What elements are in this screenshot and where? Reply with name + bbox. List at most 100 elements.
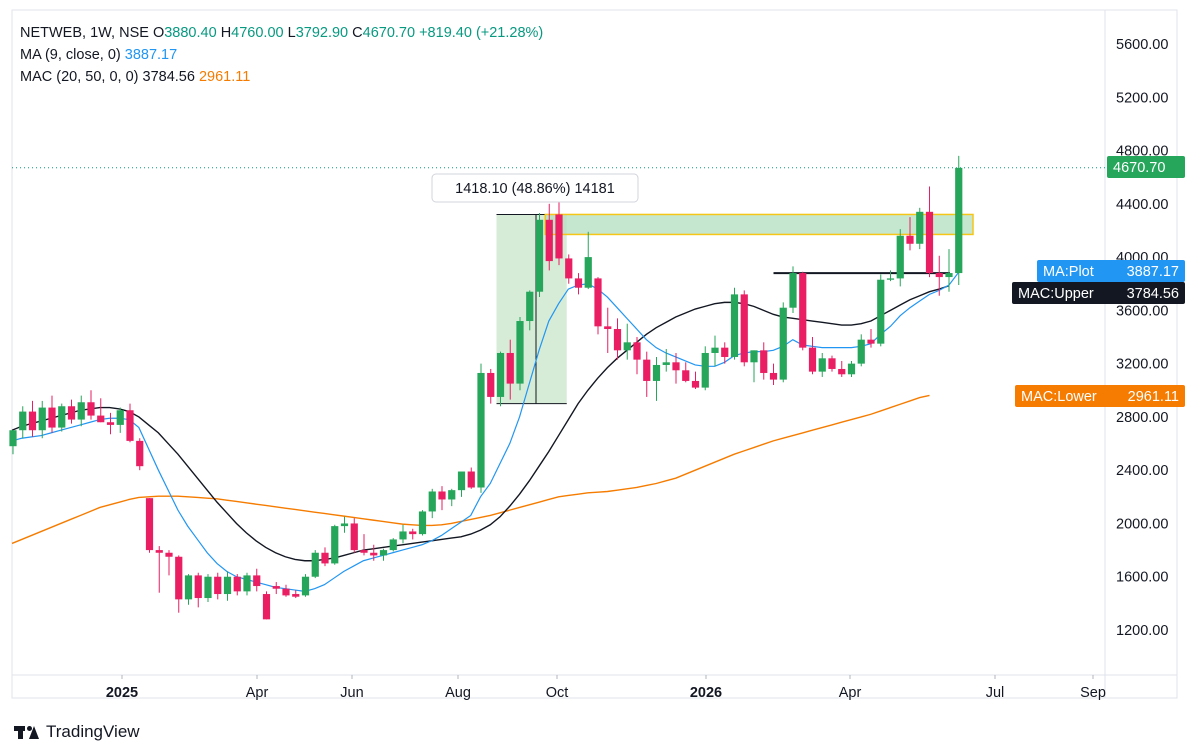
candle-body bbox=[779, 307, 787, 380]
candle-body bbox=[77, 402, 85, 420]
candle-body bbox=[691, 380, 700, 388]
candle-body bbox=[136, 440, 144, 467]
candle-body bbox=[574, 278, 583, 288]
time-tick-label: 2025 bbox=[106, 685, 138, 701]
candle-body bbox=[204, 576, 212, 599]
price-tick-label: 5600.00 bbox=[1116, 37, 1168, 53]
candle-body bbox=[214, 576, 222, 595]
candle-body bbox=[448, 490, 456, 500]
ma-plot-label-box bbox=[1037, 260, 1185, 282]
legend-mac-upper-value: 3784.56 bbox=[142, 69, 195, 85]
candle-body bbox=[838, 368, 846, 375]
price-tick-label: 3200.00 bbox=[1116, 357, 1168, 373]
candle-body bbox=[955, 167, 963, 274]
candle-body bbox=[565, 258, 573, 279]
legend-ma-value: 3887.17 bbox=[124, 47, 178, 63]
candle-body bbox=[282, 588, 290, 596]
price-tick-label: 4400.00 bbox=[1116, 197, 1168, 213]
candle-body bbox=[457, 471, 466, 491]
candle-body bbox=[545, 219, 553, 262]
candle-body bbox=[301, 576, 310, 596]
candle-body bbox=[662, 362, 670, 365]
candle-body bbox=[701, 352, 709, 388]
time-tick-label: 2026 bbox=[690, 685, 722, 701]
candle-body bbox=[38, 407, 46, 431]
candle-body bbox=[477, 372, 485, 488]
legend-ma-row[interactable]: MA (9, close, 0) 3887.17 bbox=[20, 44, 543, 66]
candle-body bbox=[623, 342, 631, 351]
price-tick-label: 3600.00 bbox=[1116, 303, 1168, 319]
ma-plot-label-value: 3887.17 bbox=[1127, 264, 1179, 280]
candle-body bbox=[58, 406, 66, 428]
candle-body bbox=[526, 291, 534, 322]
legend-mac-row[interactable]: MAC (20, 50, 0, 0) 3784.56 2961.11 bbox=[20, 66, 543, 88]
mac-lower-label-box bbox=[1015, 385, 1185, 407]
legend-close-label: C bbox=[352, 25, 363, 41]
candle-body bbox=[19, 411, 27, 431]
candle-body bbox=[594, 278, 602, 327]
candle-body bbox=[165, 552, 173, 557]
candle-body bbox=[682, 370, 690, 381]
price-tick-label: 4800.00 bbox=[1116, 144, 1168, 160]
candle-body bbox=[321, 552, 329, 564]
tradingview-branding[interactable]: TradingView bbox=[14, 722, 140, 742]
candle-body bbox=[340, 523, 349, 527]
measure-label-text: 1418.10 (48.86%) 14181 bbox=[455, 181, 615, 197]
tradingview-name: TradingView bbox=[46, 722, 140, 741]
candle-body bbox=[155, 550, 163, 553]
candle-body bbox=[769, 372, 778, 380]
legend-open-label: O bbox=[152, 25, 165, 41]
legend-ohlc-row: NETWEB, 1W, NSE O3880.40 H4760.00 L3792.… bbox=[20, 22, 543, 44]
candle-body bbox=[672, 362, 680, 371]
legend-symbol[interactable]: NETWEB, 1W, NSE bbox=[20, 25, 149, 41]
candle-body bbox=[311, 552, 319, 577]
mac-lower-line bbox=[11, 394, 930, 545]
mac-upper-label-text: MAC:Upper bbox=[1018, 286, 1094, 302]
candle-body bbox=[506, 352, 514, 384]
candle-body bbox=[896, 235, 904, 279]
legend-low-value: 3792.90 bbox=[295, 25, 349, 41]
candle-body bbox=[243, 575, 251, 592]
price-tick-label: 2000.00 bbox=[1116, 516, 1168, 532]
candle-body bbox=[721, 347, 729, 357]
candle-body bbox=[48, 407, 56, 428]
candle-body bbox=[789, 273, 797, 308]
price-tick-label: 2800.00 bbox=[1116, 410, 1168, 426]
candle-body bbox=[233, 576, 241, 592]
legend-low-label: L bbox=[287, 25, 296, 41]
candle-body bbox=[331, 526, 339, 564]
candle-body bbox=[925, 211, 934, 274]
candle-body bbox=[28, 411, 37, 431]
candle-body bbox=[730, 294, 739, 357]
candle-body bbox=[409, 531, 417, 535]
candle-body bbox=[496, 352, 505, 397]
price-tick-label: 1600.00 bbox=[1116, 570, 1168, 586]
mac-lower-label-value: 2961.11 bbox=[1128, 389, 1179, 405]
price-tick-label: 2400.00 bbox=[1116, 463, 1168, 479]
candle-body bbox=[711, 347, 719, 353]
candle-body bbox=[555, 214, 563, 259]
candle-body bbox=[399, 531, 407, 540]
candle-body bbox=[740, 294, 748, 363]
candle-body bbox=[262, 594, 271, 620]
candle-body bbox=[272, 586, 280, 589]
candle-body bbox=[223, 576, 232, 595]
legend-high-label: H bbox=[220, 25, 232, 41]
candle-body bbox=[867, 339, 875, 344]
candle-body bbox=[652, 364, 661, 381]
mac-upper-label-value: 3784.56 bbox=[1127, 286, 1179, 302]
candle-body bbox=[487, 372, 495, 397]
time-tick-label: Aug bbox=[445, 685, 471, 701]
candle-body bbox=[945, 273, 953, 278]
candle-body bbox=[370, 552, 378, 556]
candle-body bbox=[886, 278, 895, 280]
candle-body bbox=[97, 415, 105, 423]
measure-label-box bbox=[431, 173, 639, 203]
candle-body bbox=[584, 257, 592, 288]
candle-body bbox=[760, 350, 768, 373]
legend-mac-label: MAC (20, 50, 0, 0) bbox=[20, 69, 139, 85]
candle-body bbox=[184, 575, 193, 600]
time-tick-label: Jul bbox=[986, 685, 1005, 701]
tradingview-logo-icon bbox=[14, 724, 40, 740]
